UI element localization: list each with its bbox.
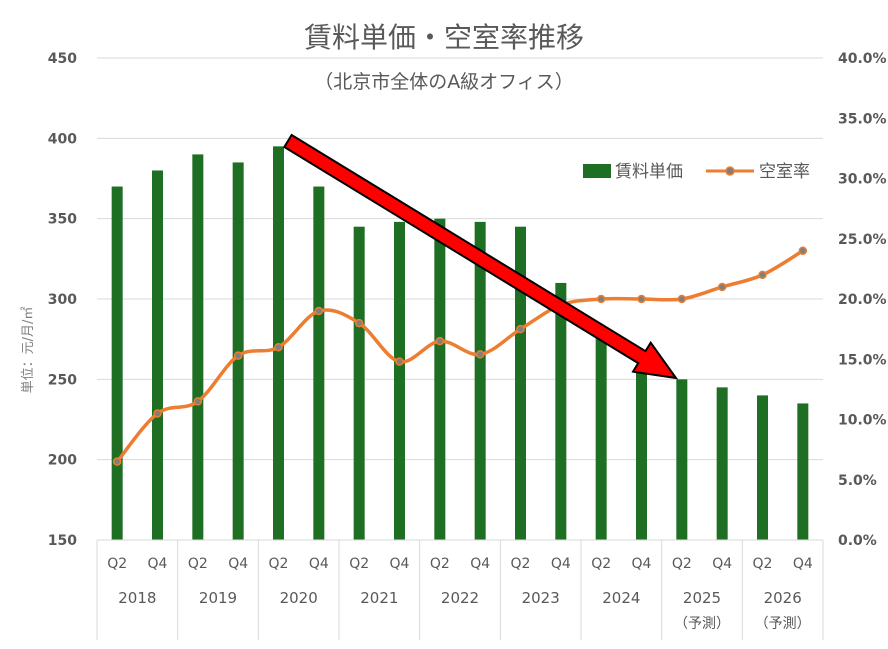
x-tick-label: Q2	[591, 556, 611, 572]
x-tick-label: Q2	[753, 556, 773, 572]
y-axis-title: 単位：元/月/㎡	[20, 307, 36, 394]
x-tick-label: Q4	[632, 556, 652, 572]
y2-tick-label: 0.0%	[838, 533, 877, 549]
chart-title: 賃料単価・空室率推移	[304, 21, 584, 54]
rent-bar	[676, 379, 688, 540]
year-note: （予測）	[755, 616, 811, 632]
vacancy-point	[516, 324, 525, 334]
x-tick-label: Q2	[188, 556, 208, 572]
vacancy-point	[233, 351, 243, 360]
trend-arrow-shape	[282, 133, 679, 380]
rent-bar	[192, 154, 204, 540]
legend-rent-label: 賃料単価	[615, 162, 683, 182]
x-tick-label: Q4	[309, 556, 329, 572]
vacancy-point	[354, 318, 364, 328]
y-tick-label: 400	[48, 131, 77, 147]
year-label: 2019	[199, 589, 237, 607]
y2-tick-label: 10.0%	[838, 413, 887, 429]
y2-tick-label: 35.0%	[838, 111, 887, 127]
chart-subtitle: （北京市全体のA級オフィス）	[314, 71, 574, 93]
vacancy-point	[193, 397, 203, 406]
rent-bar	[232, 162, 244, 540]
vacancy-point	[274, 342, 283, 352]
rent-bar	[394, 221, 405, 540]
x-tick-label: Q2	[269, 556, 289, 572]
vacancy-point	[475, 350, 485, 359]
year-label: 2018	[118, 589, 156, 607]
x-tick-label: Q4	[712, 556, 732, 572]
year-note: （予測）	[674, 616, 730, 632]
vacancy-point	[717, 282, 727, 292]
x-tick-label: Q2	[349, 556, 369, 572]
x-tick-label: Q2	[107, 556, 127, 572]
x-tick-label: Q4	[390, 556, 410, 572]
vacancy-point	[596, 294, 606, 304]
x-tick-label: Q2	[672, 556, 692, 572]
y-tick-label: 450	[48, 51, 77, 67]
vacancy-point	[798, 246, 808, 256]
y-tick-label: 350	[48, 212, 77, 228]
legend-vacancy-marker	[725, 166, 735, 176]
rent-bar	[111, 186, 123, 541]
rent-bar	[434, 218, 446, 540]
rent-bar	[595, 331, 607, 540]
rent-bar	[474, 221, 486, 540]
y-tick-label: 200	[48, 453, 77, 469]
legend-rent-swatch	[583, 164, 611, 178]
y-tick-label: 150	[48, 533, 77, 549]
year-label: 2022	[441, 589, 479, 607]
legend-vacancy-label: 空室率	[759, 162, 810, 182]
rent-bar	[515, 226, 526, 540]
rent-bars	[111, 146, 809, 541]
gridlines	[97, 57, 823, 461]
rent-bar	[636, 371, 647, 540]
x-tick-label: Q2	[511, 556, 531, 572]
y-tick-label: 250	[48, 372, 77, 388]
vacancy-point	[758, 270, 767, 280]
vacancy-line	[115, 249, 804, 463]
year-label: 2024	[602, 589, 640, 607]
year-label: 2021	[360, 589, 398, 607]
vacancy-point	[637, 294, 646, 304]
x-tick-label: Q4	[551, 556, 571, 572]
x-tick-label: Q4	[228, 556, 248, 572]
rent-bar	[152, 170, 163, 540]
trend-arrow	[282, 133, 679, 380]
x-tick-label: Q4	[148, 556, 168, 572]
y2-tick-label: 25.0%	[838, 232, 887, 248]
year-label: 2023	[522, 589, 560, 607]
legend: 賃料単価 空室率	[583, 162, 810, 182]
x-tick-label: Q4	[793, 556, 813, 572]
rent-bar	[757, 395, 768, 540]
vacancy-point	[435, 336, 445, 346]
y2-tick-label: 5.0%	[838, 473, 877, 489]
year-label: 2025	[683, 589, 721, 607]
vacancy-line-group	[112, 246, 808, 466]
vacancy-point	[314, 306, 324, 316]
vacancy-point	[153, 409, 162, 418]
y2-tick-label: 30.0%	[838, 172, 887, 188]
y-tick-label: 300	[48, 292, 77, 308]
rent-bar	[555, 282, 567, 540]
vacancy-point	[395, 357, 404, 366]
y2-tick-label: 15.0%	[838, 352, 887, 368]
vacancy-point	[677, 294, 687, 304]
year-label: 2026	[764, 589, 802, 607]
vacancy-point	[112, 457, 122, 466]
y2-tick-label: 40.0%	[838, 51, 887, 67]
rent-bar	[716, 387, 728, 540]
rent-bar	[797, 403, 809, 540]
x-tick-label: Q4	[470, 556, 490, 572]
rent-bar	[353, 226, 365, 540]
y2-tick-label: 20.0%	[838, 292, 887, 308]
year-label: 2020	[280, 589, 318, 607]
axes: 150 200 250 300 350 400 450 0.0% 5.0% 10.0% 15.0% 2…	[48, 51, 887, 640]
rent-bar	[313, 186, 325, 541]
x-tick-label: Q2	[430, 556, 450, 572]
